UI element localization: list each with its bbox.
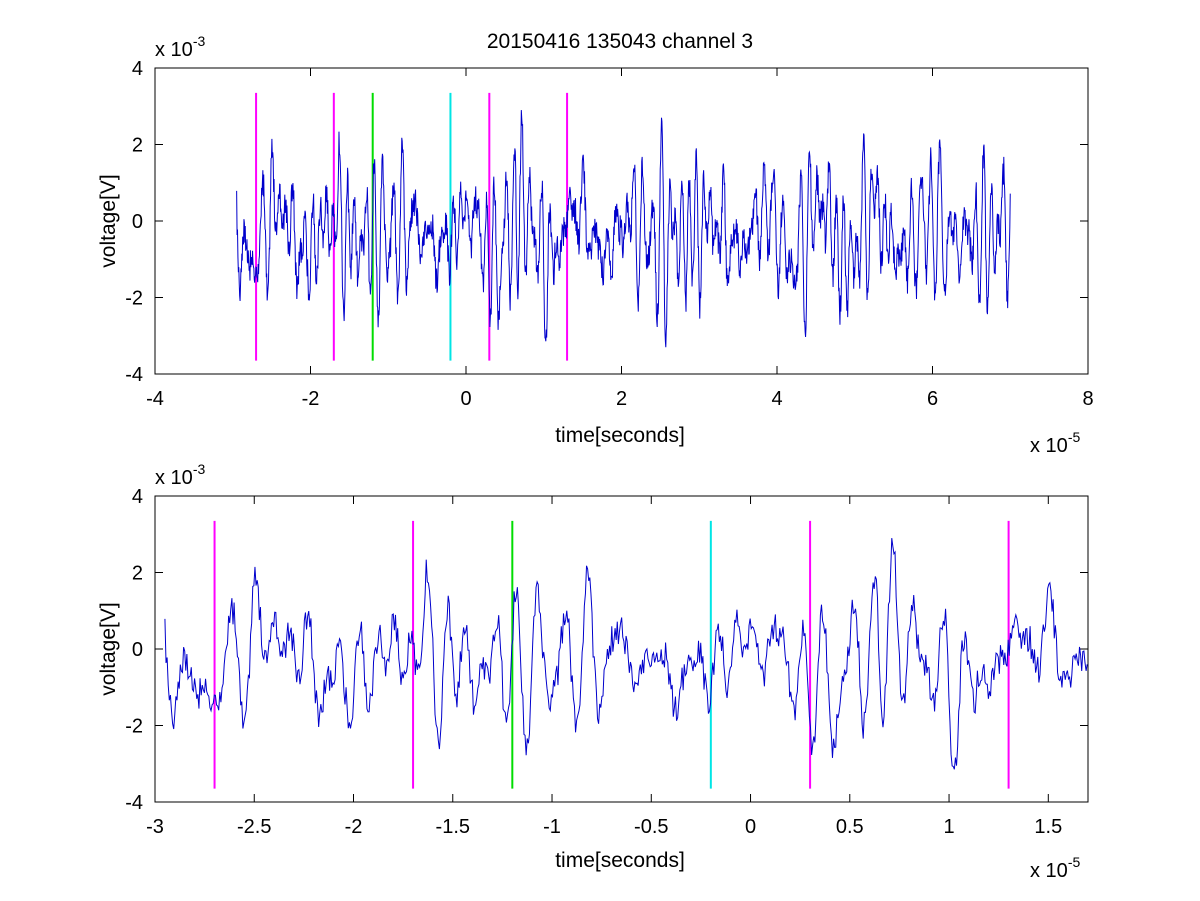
top-plot-ytick-label: 2 — [132, 135, 143, 157]
bottom-plot-yticks: -4 -2 0 2 4 — [125, 486, 1088, 814]
top-plot-xtick-label: 2 — [616, 388, 627, 410]
bottom-plot-ytick-label: -2 — [125, 716, 143, 738]
top-plot-ylabel: voltage[V] — [97, 174, 120, 267]
bottom-plot-x-multiplier: x 10-5 — [1030, 854, 1080, 882]
bottom-plot-ytick-label: -4 — [125, 792, 143, 814]
chart-title: 20150416 135043 channel 3 — [487, 30, 753, 53]
top-plot-voltage-trace — [236, 110, 1011, 348]
bottom-plot-voltage-trace — [164, 538, 1088, 770]
bottom-plot-xtick-label: 0 — [745, 816, 756, 838]
top-plot-x-multiplier: x 10-5 — [1030, 429, 1080, 457]
top-plot-xtick-label: 0 — [460, 388, 471, 410]
top-plot-ytick-label: -2 — [125, 288, 143, 310]
top-plot-xticks: -4 -2 0 2 4 6 8 — [146, 68, 1094, 410]
bottom-plot-xtick-label: 1 — [943, 816, 954, 838]
bottom-plot-xtick-label: -3 — [146, 816, 164, 838]
bottom-plot-xtick-label: -2 — [345, 816, 363, 838]
top-plot-xtick-label: -2 — [302, 388, 320, 410]
top-plot-xtick-label: 6 — [927, 388, 938, 410]
bottom-plot: -3 -2.5 -2 -1.5 -1 -0.5 0 0.5 1 1.5 -4 -2 0 2 4 time[… — [97, 461, 1089, 882]
bottom-plot-xtick-label: -0.5 — [634, 816, 668, 838]
bottom-plot-xtick-label: 1.5 — [1034, 816, 1062, 838]
top-plot-y-multiplier: x 10-3 — [155, 33, 205, 61]
top-plot-xtick-label: 8 — [1082, 388, 1093, 410]
top-plot-ytick-label: 0 — [132, 211, 143, 233]
top-plot-xtick-label: 4 — [771, 388, 782, 410]
top-plot-xlabel: time[seconds] — [555, 424, 685, 447]
top-plot-ytick-label: 4 — [132, 58, 143, 80]
bottom-plot-ylabel: voltage[V] — [97, 602, 120, 695]
bottom-plot-y-multiplier: x 10-3 — [155, 461, 205, 489]
top-plot-yticks: -4 -2 0 2 4 — [125, 58, 1088, 386]
bottom-plot-xticks: -3 -2.5 -2 -1.5 -1 -0.5 0 0.5 1 1.5 — [146, 496, 1062, 838]
top-plot-ytick-label: -4 — [125, 364, 143, 386]
bottom-plot-xlabel: time[seconds] — [555, 849, 685, 872]
bottom-plot-xtick-label: 0.5 — [836, 816, 864, 838]
bottom-plot-xtick-label: -2.5 — [237, 816, 271, 838]
top-plot-series — [236, 110, 1011, 348]
bottom-plot-ytick-label: 4 — [132, 486, 143, 508]
top-plot: -4 -2 0 2 4 6 8 -4 -2 0 2 4 time[seconds] voltage[… — [97, 33, 1094, 457]
bottom-plot-ytick-label: 0 — [132, 639, 143, 661]
bottom-plot-markers — [213, 520, 1010, 789]
bottom-plot-series — [164, 538, 1088, 770]
top-plot-xtick-label: -4 — [146, 388, 164, 410]
bottom-plot-ytick-label: 2 — [132, 563, 143, 585]
bottom-plot-xtick-label: -1 — [543, 816, 561, 838]
bottom-plot-xtick-label: -1.5 — [436, 816, 470, 838]
